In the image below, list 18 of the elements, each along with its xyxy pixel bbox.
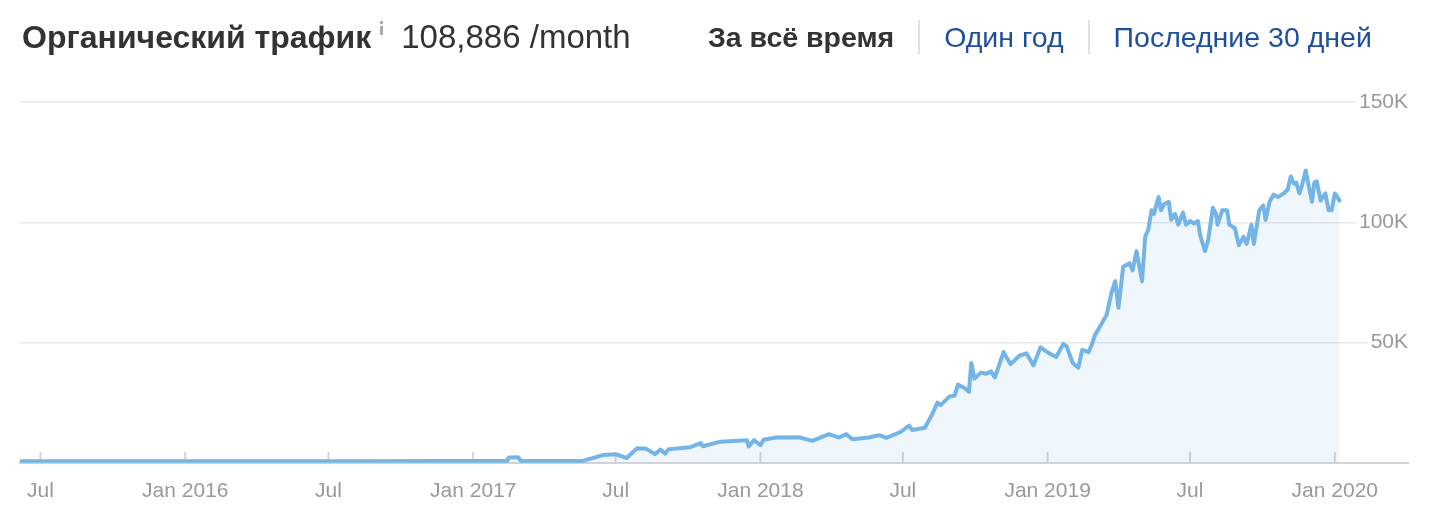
text: Один год xyxy=(944,20,1064,54)
chart-subtitle: 108,886 /month xyxy=(401,18,631,56)
x-tick-label: Jan 2017 xyxy=(430,478,517,502)
x-tick-label: Jan 2018 xyxy=(717,478,804,502)
x-tick-label: Jul xyxy=(1176,478,1204,502)
chart-title: Органический трафик xyxy=(22,18,372,56)
x-tick-label: Jan 2019 xyxy=(1004,478,1091,502)
x-tick-label: Jan 2016 xyxy=(142,478,229,502)
text: Последние 30 дней xyxy=(1113,20,1372,54)
x-tick-label: Jul xyxy=(315,478,342,502)
x-tick-label: Jan 2020 xyxy=(1291,478,1379,502)
x-tick-label: Jul xyxy=(602,478,630,502)
y-tick-label: 50K xyxy=(1370,329,1408,353)
text: За всё время xyxy=(708,20,895,54)
x-tick-label: Jul xyxy=(889,478,917,502)
x-tick-label: Jul xyxy=(27,478,54,502)
y-tick-label: 100K xyxy=(1358,209,1408,233)
y-tick-label: 150K xyxy=(1358,88,1408,112)
